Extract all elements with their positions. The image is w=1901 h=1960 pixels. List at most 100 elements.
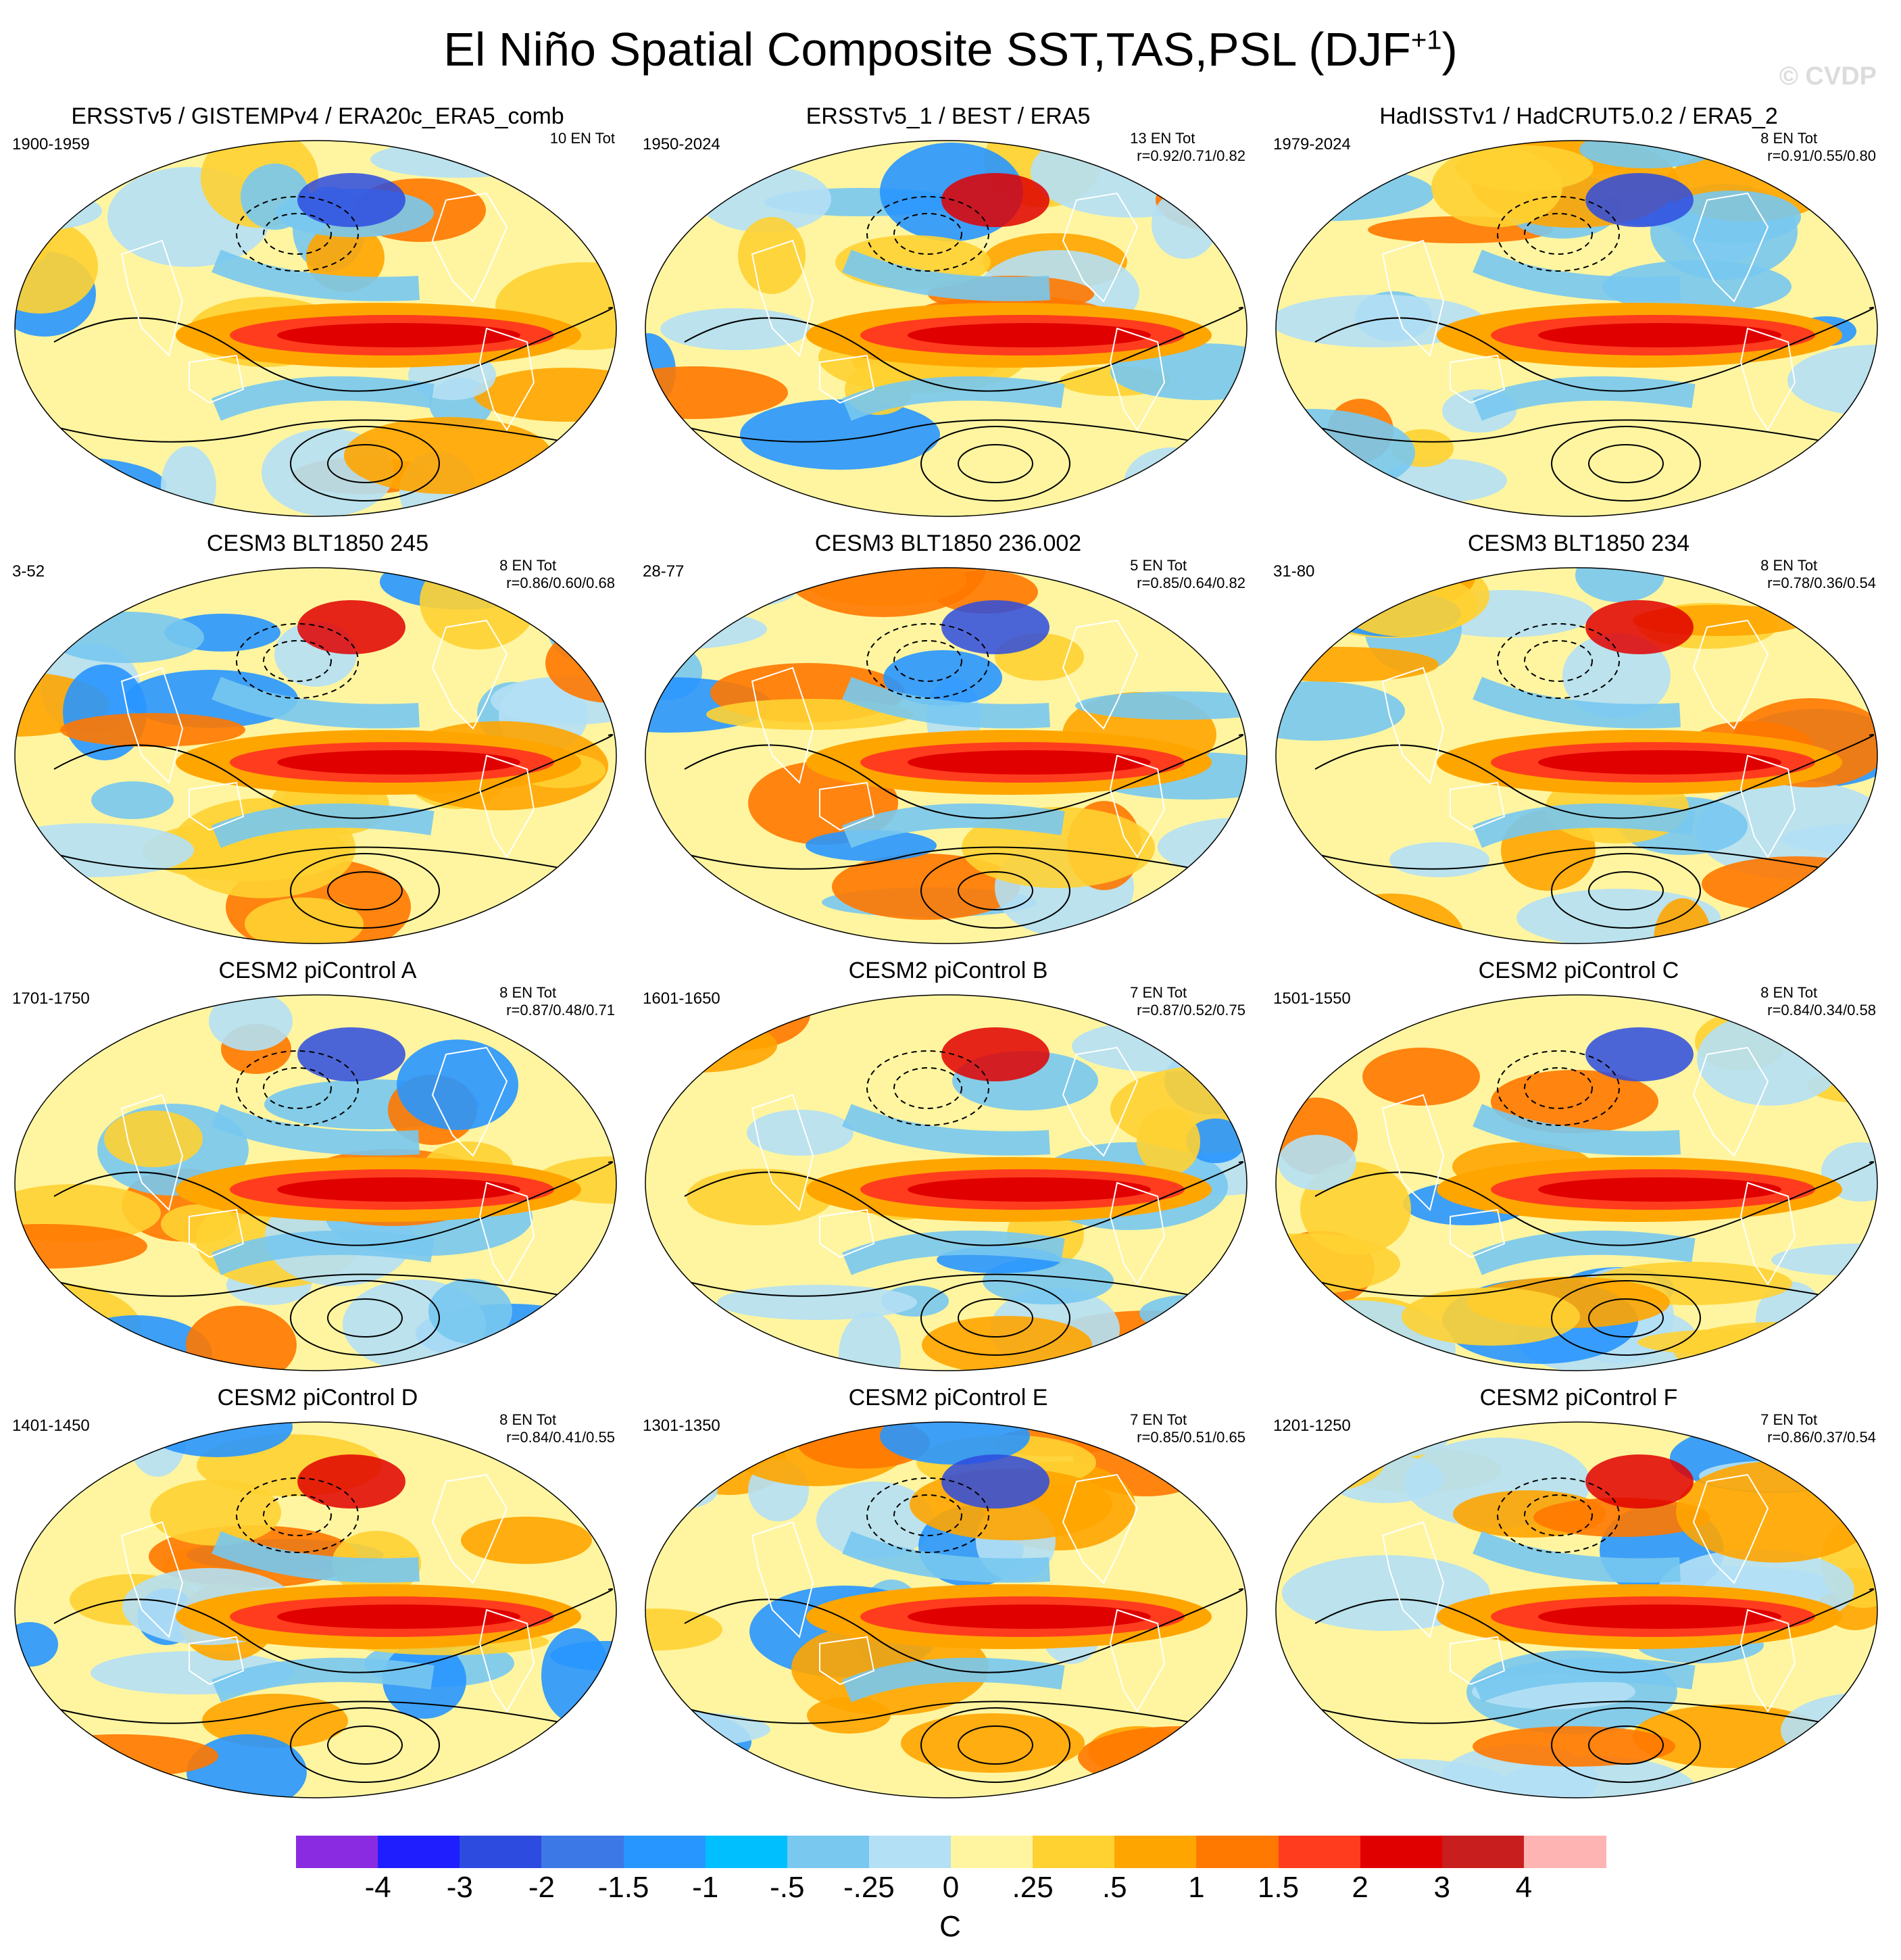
panel-title: ERSSTv5 / GISTEMPv4 / ERA20c_ERA5_comb [71,103,564,129]
panel-title: CESM3 BLT1850 236.002 [814,531,1082,556]
colorbar-box [1441,1836,1525,1868]
cvdp-watermark: © CVDP [1779,62,1877,91]
panel-period: 3-52 [12,562,45,581]
figure-title-text: El Niño Spatial Composite SST,TAS,PSL (D… [443,23,1411,76]
robinson-map [14,140,617,517]
robinson-map [1275,994,1878,1371]
panel-stats: r=0.85/0.51/0.65 [1137,1429,1245,1446]
colorbar-box [1360,1836,1443,1868]
colorbar-tick-label: -4 [364,1871,391,1904]
map-panel: CESM2 piControl F 1201-1250 7 EN Tot r=0.86… [1268,1383,1890,1815]
panel-period: 28-77 [643,562,685,581]
colorbar-box [460,1836,542,1868]
map-panel: CESM3 BLT1850 236.002 28-77 5 EN Tot r=0.85… [637,529,1259,961]
panel-count-block: 7 EN Tot r=0.86/0.37/0.54 [1760,1411,1876,1446]
figure-title-superscript: +1 [1410,25,1442,55]
panel-count-block: 7 EN Tot r=0.87/0.52/0.75 [1130,984,1245,1019]
colorbar-box [705,1836,788,1868]
panel-count-block: 8 EN Tot r=0.84/0.34/0.58 [1760,984,1876,1019]
colorbar-box [951,1836,1033,1868]
panel-count: 8 EN Tot [1760,984,1818,1001]
colorbar-box [1033,1836,1115,1868]
panel-count: 8 EN Tot [1760,557,1818,574]
panel-stats: r=0.87/0.52/0.75 [1137,1002,1245,1019]
robinson-map [1275,140,1878,517]
colorbar-tick-label: -3 [446,1871,473,1904]
panel-stats: r=0.84/0.41/0.55 [506,1429,615,1446]
colorbar-tick-label: -2 [528,1871,555,1904]
robinson-map [14,1421,617,1798]
panel-period: 1979-2024 [1273,135,1351,153]
panel-count-block: 7 EN Tot r=0.85/0.51/0.65 [1130,1411,1245,1446]
panel-title: CESM2 piControl E [848,1385,1048,1411]
map-panel: CESM2 piControl C 1501-1550 8 EN Tot r=0.84… [1268,956,1890,1388]
map-panel: CESM2 piControl B 1601-1650 7 EN Tot r=0.87… [637,956,1259,1388]
panel-period: 1301-1350 [643,1417,720,1435]
map-panel: HadISSTv1 / HadCRUT5.0.2 / ERA5_2 1979-20… [1268,101,1890,534]
panel-title: CESM2 piControl A [218,958,417,983]
robinson-map [645,994,1248,1371]
map-panel: CESM3 BLT1850 234 31-80 8 EN Tot r=0.78/0.3… [1268,529,1890,961]
colorbar-box [541,1836,624,1868]
panel-stats: r=0.85/0.64/0.82 [1137,574,1245,591]
panel-stats: r=0.87/0.48/0.71 [506,1002,615,1019]
panel-count-block: 8 EN Tot r=0.86/0.60/0.68 [499,557,615,592]
map-panel: CESM2 piControl D 1401-1450 8 EN Tot r=0.84… [7,1383,628,1815]
colorbar-tick-label: 0 [942,1871,960,1904]
colorbar-unit: C [939,1910,961,1943]
robinson-map [645,567,1248,944]
panel-count: 7 EN Tot [1130,1411,1187,1428]
colorbar-tick-label: -1.5 [597,1871,649,1904]
panel-stats: r=0.86/0.37/0.54 [1767,1429,1876,1446]
colorbar-tick-label: 4 [1515,1871,1533,1904]
panel-title: ERSSTv5_1 / BEST / ERA5 [806,103,1091,129]
panel-count: 7 EN Tot [1760,1411,1818,1428]
colorbar-box [296,1836,378,1868]
panel-period: 1601-1650 [643,989,720,1008]
panel-count: 8 EN Tot [499,1411,557,1428]
panel-stats: r=0.78/0.36/0.54 [1767,574,1876,591]
panel-count-block: 10 EN Tot [550,130,615,147]
panel-stats: r=0.92/0.71/0.82 [1137,147,1245,164]
panel-count: 8 EN Tot [499,984,557,1001]
colorbar-tick-label: .25 [1012,1871,1054,1904]
panel-title: CESM2 piControl B [848,958,1048,983]
panel-count: 10 EN Tot [549,130,615,147]
colorbar-box [1523,1836,1606,1868]
panel-count-block: 8 EN Tot r=0.87/0.48/0.71 [499,984,615,1019]
robinson-map [1275,1421,1878,1798]
colorbar-tick-label: -.25 [843,1871,895,1904]
panel-title: CESM3 BLT1850 245 [206,531,429,556]
panel-period: 1201-1250 [1273,1417,1351,1435]
colorbar-box [623,1836,706,1868]
map-panel: CESM3 BLT1850 245 3-52 8 EN Tot r=0.86/0.60… [7,529,628,961]
colorbar-tick-label: 1 [1188,1871,1205,1904]
robinson-map [1275,567,1878,944]
colorbar-box [1196,1836,1279,1868]
panel-count-block: 8 EN Tot r=0.78/0.36/0.54 [1760,557,1876,592]
panel-count-block: 13 EN Tot r=0.92/0.71/0.82 [1130,130,1245,165]
map-panel: ERSSTv5_1 / BEST / ERA5 1950-2024 13 EN To… [637,101,1259,534]
panel-stats: r=0.91/0.55/0.80 [1767,147,1876,164]
panel-period: 1701-1750 [12,989,90,1008]
panel-period: 1501-1550 [1273,989,1351,1008]
map-panel: ERSSTv5 / GISTEMPv4 / ERA20c_ERA5_comb 19… [7,101,628,534]
colorbar-tick-label: .5 [1102,1871,1127,1904]
figure-title-close: ) [1441,23,1458,76]
panel-count: 13 EN Tot [1130,130,1195,147]
colorbar-tick-label: -.5 [770,1871,805,1904]
colorbar-box [1114,1836,1197,1868]
panel-count-block: 8 EN Tot r=0.91/0.55/0.80 [1760,130,1876,165]
panel-title: CESM2 piControl D [217,1385,418,1411]
panel-count-block: 5 EN Tot r=0.85/0.64/0.82 [1130,557,1245,592]
panel-count: 8 EN Tot [499,557,557,574]
panel-period: 1900-1959 [12,135,90,153]
colorbar-tick-label: 1.5 [1257,1871,1300,1904]
panel-title: CESM2 piControl F [1479,1385,1678,1411]
panel-count-block: 8 EN Tot r=0.84/0.41/0.55 [499,1411,615,1446]
panel-stats: r=0.86/0.60/0.68 [506,574,615,591]
panel-title: CESM2 piControl C [1478,958,1679,983]
panel-count: 8 EN Tot [1760,130,1818,147]
figure-title: El Niño Spatial Composite SST,TAS,PSL (D… [0,19,1901,80]
colorbar-tick-label: -1 [692,1871,719,1904]
